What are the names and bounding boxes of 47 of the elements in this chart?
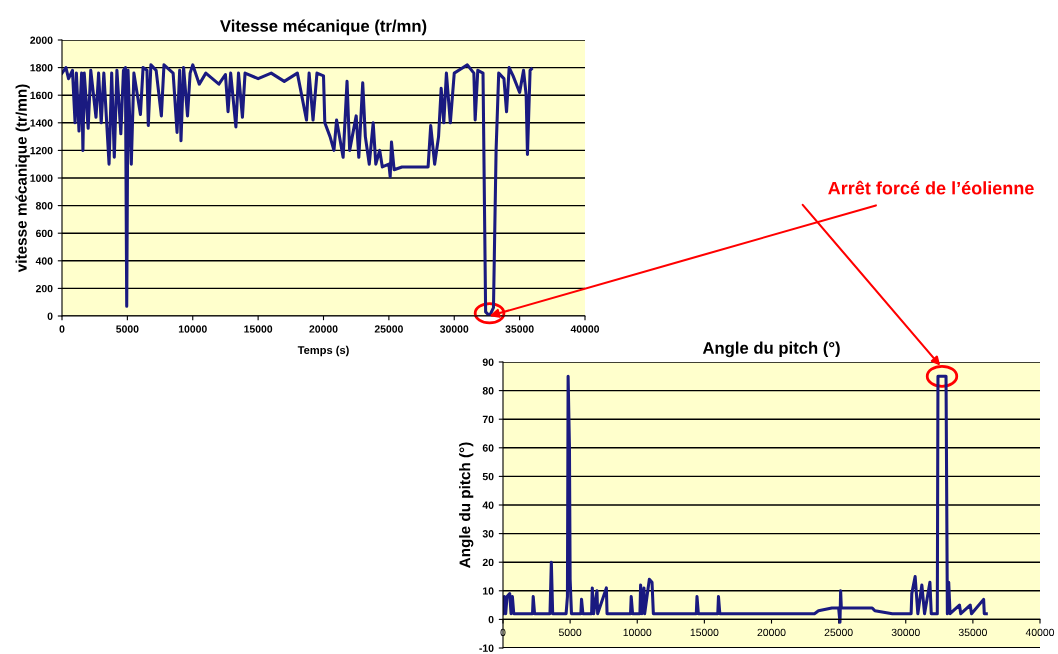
y-tick-label: 40 [482,501,494,509]
y-tick-label: 80 [482,387,494,395]
y-tick-label: 1400 [30,119,53,127]
x-tick-label: 15000 [690,628,719,637]
x-tick-label: 20000 [309,325,338,333]
y-tick-label: 1800 [30,64,53,72]
y-tick-label: 90 [482,358,494,366]
y-tick-label: 1000 [30,174,53,182]
y-axis-title: Angle du pitch (°) [459,442,474,568]
x-tick-label: 10000 [178,325,207,333]
x-tick-label: 20000 [757,628,786,637]
x-tick-label: 25000 [824,628,853,637]
x-axis-title: Temps (s) [297,345,349,357]
y-tick-label: 30 [482,530,494,538]
y-tick-label: 60 [482,444,494,452]
y-tick-label: 50 [482,472,494,481]
y-tick-label: 1200 [30,146,53,155]
y-tick-label: 1600 [30,91,53,100]
x-tick-label: 25000 [374,325,403,333]
x-tick-label: 0 [59,325,65,333]
y-tick-label: 600 [35,229,53,238]
x-tick-label: 5000 [116,325,139,333]
y-tick-label: 70 [482,415,494,424]
x-tick-label: 15000 [244,325,273,333]
x-tick-label: 40000 [570,325,600,333]
chart-title: Angle du pitch (°) [702,341,840,358]
y-tick-label: 0 [47,312,53,320]
y-tick-label: 20 [482,558,494,567]
annotation: Arrêt forcé de l’éolienne [828,180,1034,195]
line-series [62,63,533,316]
y-tick-label: 10 [483,587,494,595]
y-tick-label: -10 [479,644,494,652]
y-tick-label: 800 [35,202,53,210]
line-series [503,374,988,624]
x-tick-label: 35000 [958,628,987,637]
chart-title: Vitesse mécanique (tr/mn) [220,19,427,36]
x-tick-label: 5000 [558,628,582,637]
x-tick-label: 30000 [440,325,469,333]
x-tick-label: 30000 [891,628,920,637]
x-tick-label: 35000 [505,325,534,333]
y-tick-label: 0 [488,615,494,624]
y-tick-label: 200 [35,284,53,293]
y-tick-label: 400 [35,257,53,265]
y-axis-title: vitesse mécanique (tr/mn) [15,84,30,273]
x-tick-label: 10000 [623,628,652,637]
y-tick-label: 2000 [30,36,53,44]
x-tick-label: 40000 [1025,628,1055,637]
